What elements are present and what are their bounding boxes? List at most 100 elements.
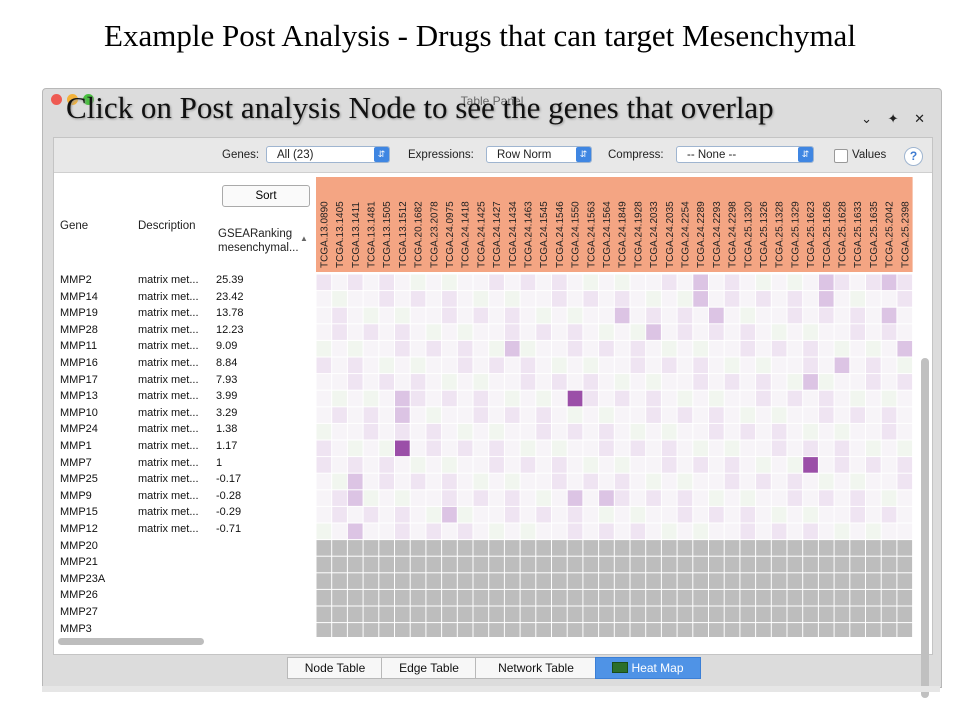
tab-heat-map[interactable]: Heat Map <box>595 657 701 679</box>
row-gene[interactable]: MMP16 <box>60 357 98 369</box>
row-gene[interactable]: MMP9 <box>60 489 92 502</box>
row-description[interactable]: matrix met... <box>138 440 199 452</box>
row-rank[interactable]: 23.42 <box>216 290 244 303</box>
row-gene[interactable]: MMP13 <box>60 390 98 403</box>
row-description[interactable]: matrix met... <box>138 357 199 369</box>
heatmap-cell <box>677 374 693 390</box>
sort-button[interactable]: Sort <box>222 185 310 207</box>
row-gene[interactable]: MMP11 <box>60 340 98 353</box>
row-rank[interactable]: 13.78 <box>216 307 244 320</box>
heatmap-cell <box>583 390 599 407</box>
row-gene[interactable]: MMP10 <box>60 406 98 419</box>
row-rank[interactable]: 3.99 <box>216 390 238 403</box>
heatmap-cell <box>866 589 881 606</box>
heatmap-cell <box>473 324 489 340</box>
heatmap-cell <box>740 556 756 573</box>
minimize-window-button[interactable] <box>67 94 78 105</box>
row-gene[interactable]: MMP20 <box>60 539 98 552</box>
heatmap-cell <box>583 573 599 589</box>
row-description[interactable]: matrix met... <box>138 506 199 519</box>
row-rank[interactable]: 1.38 <box>216 423 238 436</box>
compress-select[interactable]: -- None -- ⇵ <box>676 146 814 163</box>
row-gene[interactable]: MMP15 <box>60 506 98 519</box>
genes-select[interactable]: All (23) ⇵ <box>266 146 390 163</box>
row-description[interactable]: matrix met... <box>138 307 199 320</box>
row-rank[interactable]: 1.17 <box>216 440 238 452</box>
row-rank[interactable]: -0.17 <box>216 473 242 486</box>
row-rank[interactable]: 12.23 <box>216 323 244 336</box>
tab-network-table[interactable]: Network Table <box>475 657 597 679</box>
row-rank[interactable]: 3.29 <box>216 406 238 419</box>
rank-column-header-line1[interactable]: GSEARanking <box>218 228 293 240</box>
row-gene[interactable]: MMP19 <box>60 307 98 320</box>
heatmap-cell <box>410 357 426 374</box>
vertical-scrollbar[interactable] <box>921 358 929 698</box>
row-description[interactable]: matrix met... <box>138 423 199 436</box>
row-description[interactable]: matrix met... <box>138 406 199 419</box>
row-gene[interactable]: MMP28 <box>60 323 98 336</box>
heatmap-cell <box>347 506 363 523</box>
row-description[interactable]: matrix met... <box>138 373 199 386</box>
row-gene[interactable]: MMP24 <box>60 423 98 436</box>
close-window-button[interactable] <box>51 94 62 105</box>
row-description[interactable]: matrix met... <box>138 473 199 486</box>
heatmap-cell <box>395 457 410 473</box>
description-column-header[interactable]: Description <box>138 220 196 232</box>
heatmap-cell <box>599 357 614 374</box>
heatmap-cell <box>583 606 599 623</box>
values-checkbox[interactable] <box>834 149 848 163</box>
row-description[interactable]: matrix met... <box>138 290 199 303</box>
heatmap-cell <box>316 307 332 324</box>
gene-column-header[interactable]: Gene <box>60 220 89 232</box>
row-gene[interactable]: MMP23A <box>60 572 106 585</box>
row-description[interactable]: matrix met... <box>138 323 199 336</box>
row-description[interactable]: matrix met... <box>138 340 199 353</box>
row-rank[interactable]: -0.28 <box>216 489 242 502</box>
row-rank[interactable]: 1 <box>216 456 223 469</box>
row-gene[interactable]: MMP17 <box>60 373 98 386</box>
heatmap-cell <box>897 374 913 390</box>
heatmap-cell <box>881 390 897 407</box>
row-rank[interactable]: 8.84 <box>216 357 238 369</box>
row-rank[interactable]: 7.93 <box>216 373 238 386</box>
heatmap-cell <box>897 307 913 324</box>
heatmap-cell <box>614 490 630 506</box>
row-rank[interactable]: 25.39 <box>216 274 244 286</box>
heatmap-cell <box>363 540 379 556</box>
panel-controls-icon[interactable]: ⌄ ✦ ✕ <box>861 111 931 126</box>
row-description[interactable]: matrix met... <box>138 456 199 469</box>
row-gene[interactable]: MMP2 <box>60 274 92 286</box>
row-description[interactable]: matrix met... <box>138 523 199 535</box>
rank-column-header-line2[interactable]: mesenchymal... <box>218 242 299 254</box>
row-gene[interactable]: MMP1 <box>60 440 92 452</box>
heatmap-cell <box>787 423 803 440</box>
heatmap-cell <box>457 490 473 506</box>
row-rank[interactable]: -0.71 <box>216 523 242 535</box>
heatmap-cell <box>818 291 834 307</box>
heatmap-cell <box>818 457 834 473</box>
row-gene[interactable]: MMP25 <box>60 473 98 486</box>
expressions-select[interactable]: Row Norm ⇵ <box>486 146 592 163</box>
row-gene[interactable]: MMP3 <box>60 622 92 635</box>
row-gene[interactable]: MMP21 <box>60 556 98 569</box>
tab-node-table[interactable]: Node Table <box>287 657 383 679</box>
maximize-window-button[interactable] <box>83 94 94 105</box>
row-description[interactable]: matrix met... <box>138 390 199 403</box>
heatmap-grid[interactable]: TCGA.13.0890 TCGA.13.1405 TCGA.13.1411 TCGA… <box>316 177 916 637</box>
row-gene[interactable]: MMP26 <box>60 589 98 602</box>
row-gene[interactable]: MMP14 <box>60 290 98 303</box>
row-description[interactable]: matrix met... <box>138 489 199 502</box>
heatmap-cell <box>630 291 646 307</box>
row-rank[interactable]: -0.29 <box>216 506 242 519</box>
heatmap-cell <box>363 324 379 340</box>
horizontal-scrollbar[interactable] <box>58 638 204 645</box>
help-icon[interactable]: ? <box>904 147 923 166</box>
row-gene[interactable]: MMP7 <box>60 456 92 469</box>
row-description[interactable]: matrix met... <box>138 274 199 286</box>
heatmap-cell <box>677 457 693 473</box>
row-gene[interactable]: MMP12 <box>60 523 98 535</box>
row-rank[interactable]: 9.09 <box>216 340 238 353</box>
tab-edge-table[interactable]: Edge Table <box>381 657 477 679</box>
heatmap-cell <box>489 407 504 423</box>
row-gene[interactable]: MMP27 <box>60 606 98 618</box>
